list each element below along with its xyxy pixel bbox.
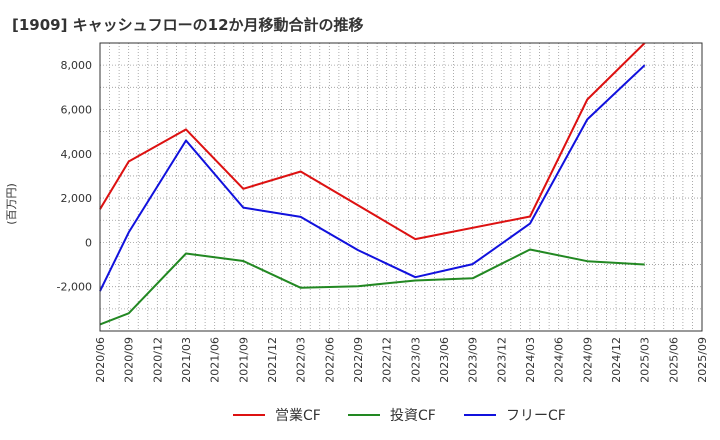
- x-tick-label: 2024/03: [524, 337, 537, 383]
- x-tick-label: 2021/06: [209, 337, 222, 383]
- x-tick-label: 2022/09: [352, 337, 365, 383]
- x-tick-label: 2023/03: [409, 337, 422, 383]
- y-tick-label: 2,000: [61, 192, 93, 205]
- x-tick-label: 2021/09: [237, 337, 250, 383]
- operating-cf-line: [99, 42, 646, 241]
- legend-item-investing: 投資CF: [348, 403, 436, 427]
- x-tick-label: 2020/09: [123, 337, 136, 383]
- x-tick-label: 2025/06: [667, 337, 680, 383]
- y-tick-label: 6,000: [61, 103, 93, 116]
- grid: [100, 43, 702, 331]
- x-tick-label: 2022/06: [323, 337, 336, 383]
- legend-swatch-investing: [348, 414, 380, 416]
- free-cf-line: [99, 64, 646, 292]
- x-tick-label: 2020/06: [94, 337, 107, 383]
- legend-label-free: フリーCF: [506, 408, 566, 424]
- x-tick-label: 2022/12: [381, 337, 394, 383]
- legend-item-free: フリーCF: [464, 403, 566, 427]
- x-tick-label: 2021/12: [266, 337, 279, 383]
- x-tick-labels: 2020/06 2020/09 2020/12 2021/03 2021/06 2021/…: [94, 337, 709, 383]
- series-lines: [99, 42, 646, 326]
- y-tick-label: 0: [85, 236, 92, 249]
- investing-cf-line: [99, 248, 645, 326]
- x-tick-label: 2024/12: [610, 337, 623, 383]
- y-tick-label: 4,000: [61, 148, 93, 161]
- x-tick-label: 2023/09: [467, 337, 480, 383]
- x-tick-label: 2023/06: [438, 337, 451, 383]
- x-tick-label: 2024/09: [581, 337, 594, 383]
- x-tick-label: 2024/06: [553, 337, 566, 383]
- legend-swatch-free: [464, 414, 496, 416]
- legend-item-operating: 営業CF: [233, 403, 321, 427]
- y-tick-labels: -2,000 0 2,000 4,000 6,000 8,000: [57, 59, 92, 294]
- legend-label-investing: 投資CF: [390, 408, 436, 424]
- chart-title: [1909] キャッシュフローの12か月移動合計の推移: [12, 16, 364, 34]
- x-tick-label: 2021/03: [180, 337, 193, 383]
- x-tick-label: 2020/12: [151, 337, 164, 383]
- x-tick-label: 2025/09: [696, 337, 709, 383]
- x-tick-label: 2022/03: [295, 337, 308, 383]
- x-tick-label: 2023/12: [495, 337, 508, 383]
- y-tick-label: -2,000: [57, 281, 92, 294]
- legend-swatch-operating: [233, 414, 265, 416]
- legend: 営業CF 投資CF フリーCF: [0, 403, 720, 427]
- legend-label-operating: 営業CF: [275, 408, 321, 424]
- y-tick-label: 8,000: [61, 59, 93, 72]
- plot-frame: [99, 42, 703, 332]
- x-tick-label: 2025/03: [639, 337, 652, 383]
